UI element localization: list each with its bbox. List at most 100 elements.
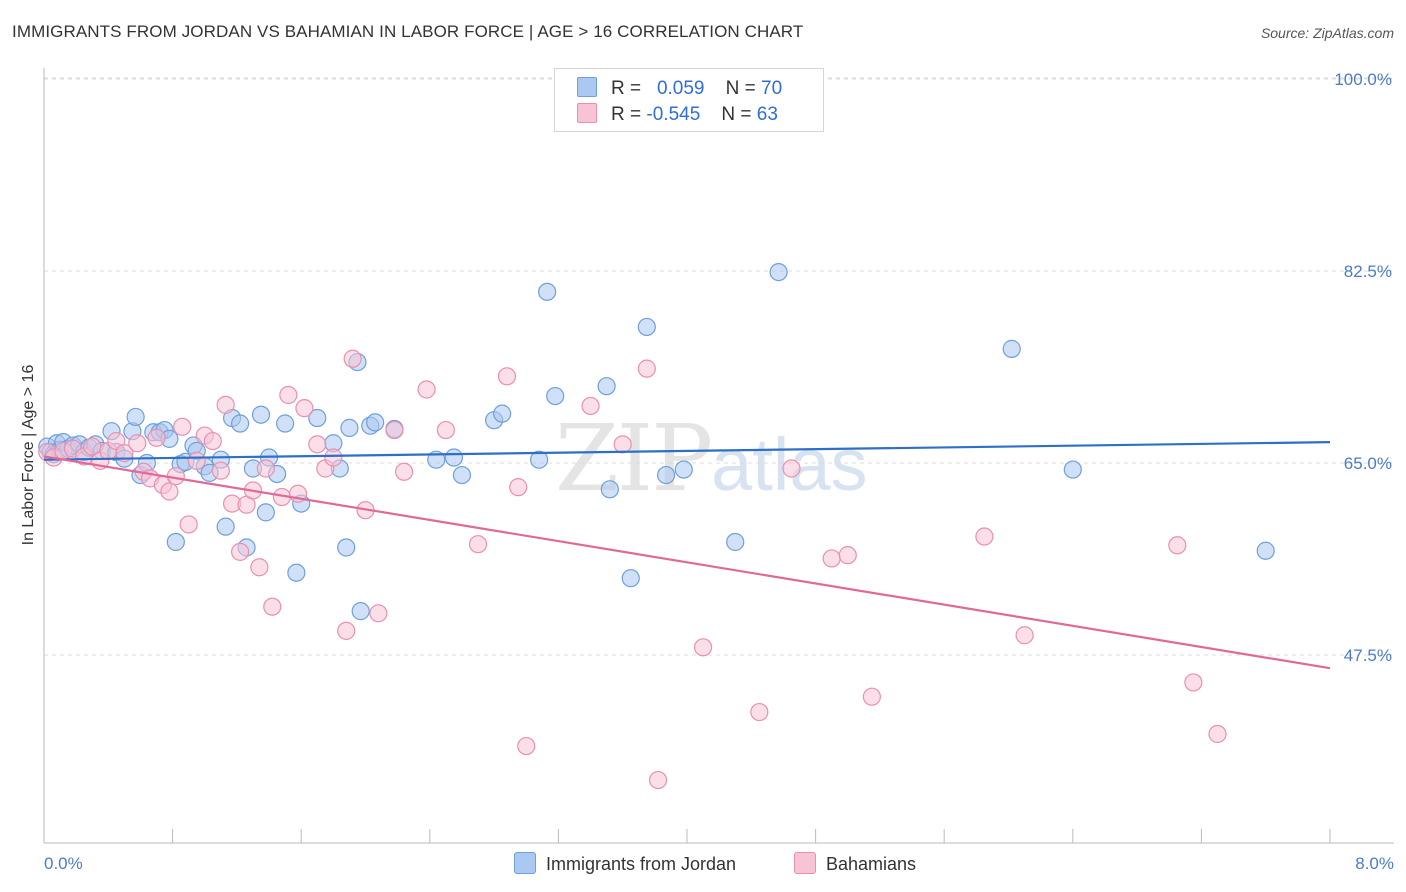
legend-row-jordan: R = 0.059 N = 70 [577,77,782,99]
point-bahamians-35 [308,435,327,454]
point-jordan-70 [1002,339,1021,358]
legend-n-value: 63 [756,104,778,125]
point-bahamians-56 [782,459,801,478]
point-bahamians-22 [211,461,230,480]
watermark-zip: ZIP [555,405,713,512]
point-bahamians-45 [436,420,455,440]
point-jordan-44 [308,408,327,428]
legend-label-jordan: Immigrants from Jordan [546,854,737,874]
trend-lines [43,441,1331,670]
legend-n-label: N = [725,78,756,99]
point-bahamians-19 [187,451,206,470]
point-jordan-38 [256,503,275,522]
axes [43,68,1394,844]
point-bahamians-57 [822,549,841,568]
point-bahamians-18 [179,515,198,534]
y-tick-label-2: 65.0% [1344,454,1392,473]
chart-title: IMMIGRANTS FROM JORDAN VS BAHAMIAN IN LA… [12,22,804,41]
legend-r-value: 0.059 [656,78,705,99]
trend-line-jordan [43,441,1331,461]
point-bahamians-54 [693,638,713,657]
point-bahamians-37 [324,448,343,467]
point-bahamians-50 [581,396,600,416]
point-bahamians-52 [637,359,656,378]
y-tick-label-1: 82.5% [1344,262,1392,281]
point-jordan-42 [287,563,306,582]
point-jordan-67 [674,460,693,479]
legend-label-bahamians: Bahamians [826,854,917,874]
legend-item-bahamians: Bahamians [794,852,916,875]
point-bahamians-46 [468,535,488,554]
legend-r-label: R = [611,104,642,125]
legend-swatch-bahamians [794,852,816,874]
correlation-legend: R = 0.059 N = 70 R = -0.545 N = 63 [554,68,824,132]
point-jordan-56 [452,465,472,485]
point-jordan-61 [546,386,565,406]
point-bahamians-29 [256,459,275,478]
data-points [38,262,1275,790]
watermark: ZIPatlas [555,405,867,512]
point-bahamians-17 [173,417,192,436]
point-bahamians-63 [1184,673,1203,692]
legend-r-value: -0.545 [646,104,701,125]
y-axis-label: In Labor Force | Age > 16 [20,365,37,546]
point-jordan-24 [166,532,185,552]
point-jordan-52 [366,413,385,432]
point-bahamians-60 [975,527,994,546]
point-bahamians-38 [337,621,356,640]
point-jordan-55 [444,448,464,467]
point-bahamians-28 [250,558,269,577]
x-tick-label-0: 0.0% [44,854,83,873]
point-jordan-66 [657,465,676,485]
point-bahamians-41 [369,604,388,623]
legend-r-label: R = [611,78,642,99]
point-bahamians-55 [750,702,769,722]
point-jordan-60 [538,282,557,301]
series-legend: Immigrants from Jordan Bahamians [0,852,1406,878]
point-bahamians-53 [648,770,668,790]
point-bahamians-15 [160,482,179,501]
point-jordan-58 [493,404,512,423]
y-tick-label-0: 100.0% [1334,70,1392,89]
legend-swatch-jordan [514,852,536,874]
point-bahamians-13 [147,428,166,447]
point-jordan-48 [340,418,359,437]
point-jordan-71 [1063,460,1082,479]
y-tick-label-3: 47.5% [1344,646,1392,665]
point-bahamians-10 [128,434,147,453]
point-bahamians-62 [1168,536,1187,555]
source-label: Source: ZipAtlas.com [1260,25,1394,41]
point-bahamians-32 [279,385,298,405]
point-bahamians-61 [1015,626,1034,645]
point-bahamians-51 [613,435,632,454]
point-jordan-17 [126,407,145,427]
legend-n-value: 70 [761,78,783,99]
point-bahamians-42 [385,420,404,440]
legend-n-label: N = [721,104,752,125]
point-jordan-41 [276,414,295,433]
point-jordan-68 [726,532,745,552]
point-bahamians-21 [203,431,222,451]
point-bahamians-39 [343,349,362,368]
point-jordan-50 [351,602,370,621]
point-bahamians-44 [417,380,436,399]
point-bahamians-47 [497,367,517,386]
point-bahamians-64 [1208,724,1227,744]
x-tick-label-1: 8.0% [1355,854,1394,873]
point-jordan-32 [216,517,235,536]
point-bahamians-9 [115,444,134,463]
point-bahamians-49 [517,736,536,756]
point-jordan-65 [637,317,656,337]
legend-row-bahamians: R = -0.545 N = 63 [577,103,778,125]
legend-item-jordan: Immigrants from Jordan [514,852,736,875]
point-jordan-37 [251,405,271,424]
point-bahamians-59 [862,687,881,706]
point-bahamians-58 [838,546,857,565]
point-jordan-59 [530,450,549,469]
legend-swatch-blue [577,77,597,97]
point-bahamians-23 [216,395,235,414]
legend-swatch-pink [577,103,597,123]
point-jordan-34 [231,414,250,433]
point-bahamians-25 [231,542,250,561]
